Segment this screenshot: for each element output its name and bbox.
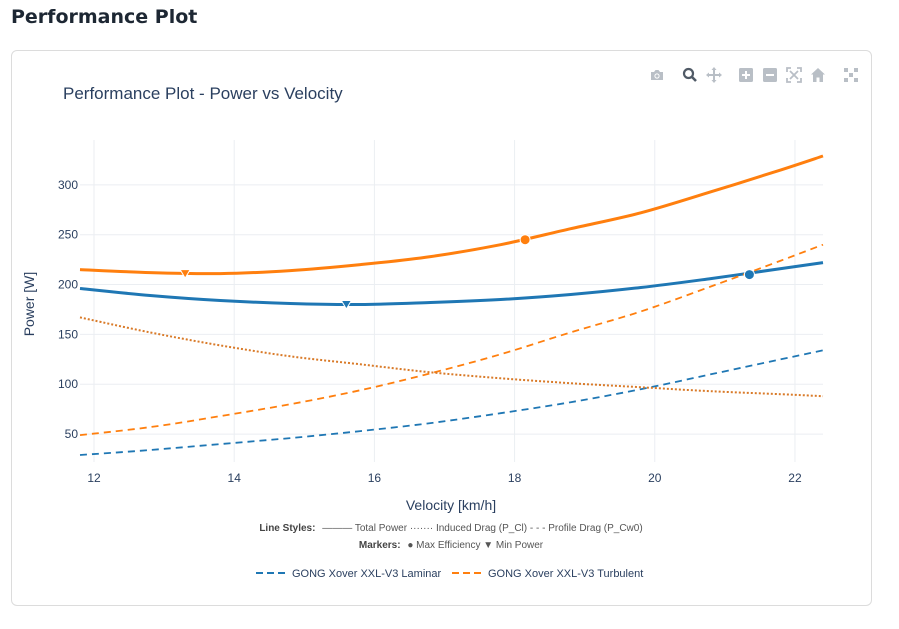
legend-item-turbulent[interactable]: GONG Xover XXL-V3 Turbulent <box>452 568 643 580</box>
y-tick-label: 100 <box>58 377 78 391</box>
series-line-0[interactable] <box>79 261 824 307</box>
y-axis-title: Power [W] <box>21 272 37 337</box>
page-title: Performance Plot <box>11 6 198 28</box>
zoom-icon[interactable] <box>681 66 699 84</box>
spike-icon[interactable] <box>842 66 860 84</box>
zoom-out-icon[interactable] <box>761 66 779 84</box>
line-styles-label: Line Styles: <box>259 523 315 534</box>
line-styles-annotation: Line Styles: ——— Total Power ······· Ind… <box>259 523 642 534</box>
autoscale-icon[interactable] <box>785 66 803 84</box>
y-tick-label: 250 <box>58 228 78 242</box>
x-tick-label: 18 <box>508 471 522 485</box>
pan-icon[interactable] <box>705 66 723 84</box>
markers-label: Markers: <box>359 540 401 551</box>
marker-max-efficiency[interactable] <box>743 269 755 281</box>
x-tick-label: 12 <box>87 471 101 485</box>
zoom-in-icon[interactable] <box>737 66 755 84</box>
home-icon[interactable] <box>809 66 827 84</box>
y-tick-label: 50 <box>65 427 79 441</box>
x-axis-title: Velocity [km/h] <box>406 497 496 513</box>
series-line-4[interactable] <box>79 316 824 398</box>
series-line-2[interactable] <box>79 154 824 276</box>
series-lines <box>79 154 824 456</box>
x-tick-label: 20 <box>648 471 662 485</box>
series-markers <box>179 234 755 310</box>
plot-card <box>11 50 872 606</box>
x-axis-ticks: 12 14 16 18 20 22 <box>87 471 802 485</box>
line-styles-text: ——— Total Power ······· Induced Drag (P_… <box>322 523 642 534</box>
legend: GONG Xover XXL-V3 Laminar GONG Xover XXL… <box>256 568 643 580</box>
x-tick-label: 16 <box>368 471 382 485</box>
series-line-3[interactable] <box>79 243 824 436</box>
marker-max-efficiency[interactable] <box>519 234 531 246</box>
legend-label-turbulent: GONG Xover XXL-V3 Turbulent <box>488 568 643 580</box>
camera-icon[interactable] <box>648 66 666 84</box>
legend-label-laminar: GONG Xover XXL-V3 Laminar <box>292 568 442 580</box>
x-tick-label: 14 <box>228 471 242 485</box>
y-tick-label: 200 <box>58 278 78 292</box>
y-tick-label: 300 <box>58 178 78 192</box>
marker-min-power[interactable] <box>340 299 353 310</box>
marker-min-power[interactable] <box>179 269 192 280</box>
chart-title: Performance Plot - Power vs Velocity <box>63 84 343 103</box>
x-tick-label: 22 <box>788 471 802 485</box>
legend-item-laminar[interactable]: GONG Xover XXL-V3 Laminar <box>256 568 442 580</box>
y-axis-ticks: 50 100 150 200 250 300 <box>58 178 78 441</box>
series-line-1[interactable] <box>79 349 824 456</box>
y-tick-label: 150 <box>58 327 78 341</box>
markers-text: ● Max Efficiency ▼ Min Power <box>407 540 543 551</box>
markers-annotation: Markers: ● Max Efficiency ▼ Min Power <box>359 540 544 551</box>
